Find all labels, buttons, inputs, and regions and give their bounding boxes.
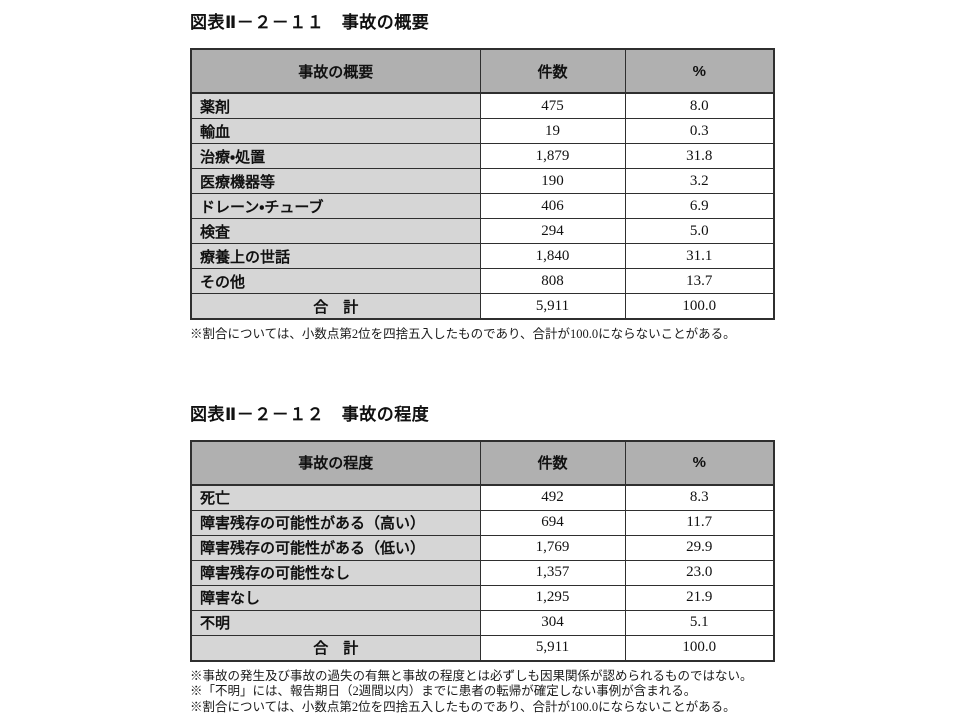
footnote: ※事故の発生及び事故の過失の有無と事故の程度とは必ずしも因果関係が認められるもの… [190, 668, 753, 683]
row-count: 1,295 [479, 584, 626, 611]
table-row: 治療・処置 1,879 31.8 [190, 143, 775, 169]
header-row: 事故の程度 件数 % [190, 440, 775, 486]
figure-title-accident-severity: 図表Ⅱ－２－１２ 事故の程度 [190, 404, 430, 424]
row-label: 輸血 [190, 118, 481, 144]
row-label: 検査 [190, 218, 481, 244]
row-percent: 29.9 [624, 534, 775, 561]
table-row: ドレーン・チューブ 406 6.9 [190, 193, 775, 219]
footnote: ※割合については、小数点第2位を四捨五入したものであり、合計が100.0にならな… [190, 699, 736, 714]
row-label: 薬剤 [190, 92, 481, 119]
accident-overview-table: 事故の概要 件数 % 薬剤 475 8.0 輸血 19 0.3 治療・処置 1,879 31.8… [190, 48, 775, 320]
row-percent: 0.3 [624, 118, 775, 144]
total-row: 合 計 5,911 100.0 [190, 634, 775, 661]
row-count: 1,769 [479, 534, 626, 561]
row-label: 障害残存の可能性がある（低い） [190, 534, 481, 561]
table-row: 輸血 19 0.3 [190, 118, 775, 144]
table-row: 検査 294 5.0 [190, 218, 775, 244]
row-percent: 13.7 [624, 268, 775, 294]
footnotes-accident-severity: ※事故の発生及び事故の過失の有無と事故の程度とは必ずしも因果関係が認められるもの… [190, 669, 790, 716]
total-label: 合 計 [190, 293, 481, 320]
row-count: 19 [479, 118, 626, 144]
row-percent: 11.7 [624, 509, 775, 536]
row-label: 障害なし [190, 584, 481, 611]
row-percent: 31.1 [624, 243, 775, 269]
row-count: 475 [479, 92, 626, 119]
total-percent: 100.0 [624, 634, 775, 661]
row-label: 治療・処置 [190, 143, 481, 169]
footnote: ※「不明」には、報告期日（2週間以内）までに患者の転帰が確定しない事例が含まれる… [190, 684, 697, 698]
total-count: 5,911 [479, 634, 626, 661]
column-header-category: 事故の概要 [190, 48, 481, 94]
row-count: 294 [479, 218, 626, 244]
total-label: 合 計 [190, 634, 481, 661]
table-row: 障害なし 1,295 21.9 [190, 584, 775, 611]
table-row: 療養上の世話 1,840 31.1 [190, 243, 775, 269]
row-percent: 8.0 [624, 92, 775, 119]
total-percent: 100.0 [624, 293, 775, 320]
figure-title-accident-overview: 図表Ⅱ－２－１１ 事故の概要 [190, 13, 430, 32]
row-count: 406 [479, 193, 626, 219]
page-content: 図表Ⅱ－２－１１ 事故の概要 事故の概要 件数 % 薬剤 475 8.0 輸血 19 0.… [190, 0, 790, 715]
row-label: ドレーン・チューブ [190, 193, 481, 219]
row-label: 障害残存の可能性なし [190, 559, 481, 586]
row-count: 1,357 [479, 559, 626, 586]
row-label: 不明 [190, 609, 481, 636]
row-count: 808 [479, 268, 626, 294]
row-count: 694 [479, 509, 626, 536]
total-row: 合 計 5,911 100.0 [190, 293, 775, 320]
row-percent: 31.8 [624, 143, 775, 169]
column-header-count: 件数 [479, 48, 626, 94]
header-row: 事故の概要 件数 % [190, 48, 775, 94]
table-row: その他 808 13.7 [190, 268, 775, 294]
column-header-category: 事故の程度 [190, 440, 481, 486]
footnotes-accident-overview: ※割合については、小数点第2位を四捨五入したものであり、合計が100.0にならな… [190, 327, 790, 343]
row-percent: 6.9 [624, 193, 775, 219]
row-count: 1,840 [479, 243, 626, 269]
table-row: 死亡 492 8.3 [190, 484, 775, 511]
row-label: 死亡 [190, 484, 481, 511]
row-count: 304 [479, 609, 626, 636]
row-percent: 23.0 [624, 559, 775, 586]
column-header-percent: % [624, 440, 775, 486]
row-label: 障害残存の可能性がある（高い） [190, 509, 481, 536]
row-percent: 5.1 [624, 609, 775, 636]
row-count: 1,879 [479, 143, 626, 169]
footnote: ※割合については、小数点第2位を四捨五入したものであり、合計が100.0にならな… [190, 327, 736, 341]
row-label: 医療機器等 [190, 168, 481, 194]
row-percent: 3.2 [624, 168, 775, 194]
table-row: 障害残存の可能性なし 1,357 23.0 [190, 559, 775, 586]
table-row: 障害残存の可能性がある（高い） 694 11.7 [190, 509, 775, 536]
accident-severity-table: 事故の程度 件数 % 死亡 492 8.3 障害残存の可能性がある（高い） 694 11.… [190, 439, 775, 662]
table-row: 薬剤 475 8.0 [190, 92, 775, 119]
row-percent: 5.0 [624, 218, 775, 244]
column-header-percent: % [624, 48, 775, 94]
table-row: 不明 304 5.1 [190, 609, 775, 636]
total-count: 5,911 [479, 293, 626, 320]
row-label: 療養上の世話 [190, 243, 481, 269]
row-percent: 21.9 [624, 584, 775, 611]
table-row: 医療機器等 190 3.2 [190, 168, 775, 194]
column-header-count: 件数 [479, 440, 626, 486]
row-count: 492 [479, 484, 626, 511]
row-count: 190 [479, 168, 626, 194]
table-row: 障害残存の可能性がある（低い） 1,769 29.9 [190, 534, 775, 561]
row-percent: 8.3 [624, 484, 775, 511]
row-label: その他 [190, 268, 481, 294]
